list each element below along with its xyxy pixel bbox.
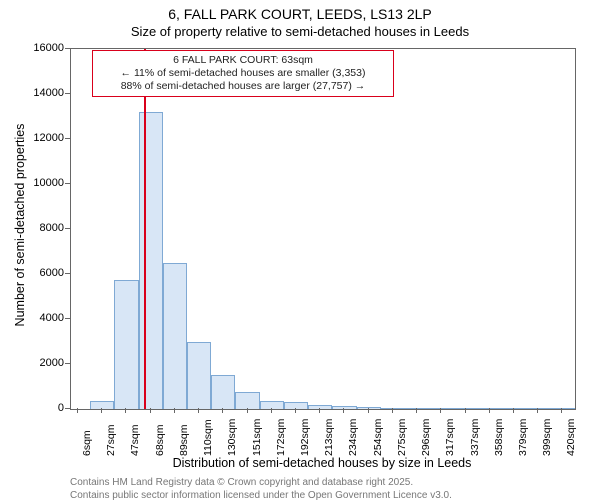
x-tick-mark xyxy=(440,408,441,413)
histogram-bar xyxy=(526,408,550,409)
x-tick-mark xyxy=(295,408,296,413)
x-tick-mark xyxy=(537,408,538,413)
y-tick-mark xyxy=(65,138,70,139)
x-tick-label: 110sqm xyxy=(202,419,214,456)
x-tick-mark xyxy=(392,408,393,413)
x-tick-mark xyxy=(319,408,320,413)
x-tick-label: 254sqm xyxy=(372,419,384,456)
x-tick-mark xyxy=(247,408,248,413)
y-tick-mark xyxy=(65,408,70,409)
x-tick-mark xyxy=(125,408,126,413)
x-axis-label: Distribution of semi-detached houses by … xyxy=(70,456,574,470)
x-tick-label: 68sqm xyxy=(154,424,166,456)
x-tick-label: 213sqm xyxy=(323,419,335,456)
y-tick-mark xyxy=(65,318,70,319)
annotation-line: 6 FALL PARK COURT: 63sqm xyxy=(99,54,387,67)
histogram-bar xyxy=(308,405,332,409)
annotation-line: 88% of semi-detached houses are larger (… xyxy=(99,80,387,93)
x-tick-label: 234sqm xyxy=(347,419,359,456)
y-tick-label: 6000 xyxy=(14,267,64,279)
histogram-bar xyxy=(211,375,235,409)
y-tick-mark xyxy=(65,273,70,274)
footer-line1: Contains HM Land Registry data © Crown c… xyxy=(70,476,452,489)
x-tick-mark xyxy=(271,408,272,413)
x-tick-label: 151sqm xyxy=(251,419,263,456)
footer-attribution: Contains HM Land Registry data © Crown c… xyxy=(70,476,452,502)
x-tick-label: 358sqm xyxy=(493,419,505,456)
footer-line2: Contains public sector information licen… xyxy=(70,489,452,502)
histogram-bar xyxy=(381,408,405,409)
histogram-bar xyxy=(405,408,429,409)
histogram-bar xyxy=(332,406,356,409)
x-tick-label: 47sqm xyxy=(129,424,141,456)
histogram-bar xyxy=(163,263,187,409)
y-tick-label: 16000 xyxy=(14,42,64,54)
y-tick-label: 14000 xyxy=(14,87,64,99)
x-tick-label: 420sqm xyxy=(565,419,577,456)
y-tick-mark xyxy=(65,363,70,364)
x-tick-mark xyxy=(343,408,344,413)
x-tick-mark xyxy=(368,408,369,413)
x-tick-mark xyxy=(101,408,102,413)
x-tick-mark xyxy=(174,408,175,413)
y-tick-mark xyxy=(65,228,70,229)
x-tick-label: 275sqm xyxy=(396,419,408,456)
x-tick-mark xyxy=(561,408,562,413)
x-tick-mark xyxy=(150,408,151,413)
chart-title-line2: Size of property relative to semi-detach… xyxy=(0,24,600,39)
x-tick-label: 399sqm xyxy=(541,419,553,456)
x-tick-mark xyxy=(77,408,78,413)
y-tick-mark xyxy=(65,183,70,184)
histogram-bar xyxy=(429,408,453,409)
x-tick-label: 379sqm xyxy=(517,419,529,456)
histogram-bar xyxy=(357,407,381,409)
x-tick-label: 89sqm xyxy=(178,424,190,456)
x-tick-label: 317sqm xyxy=(444,419,456,456)
y-tick-mark xyxy=(65,93,70,94)
x-tick-label: 192sqm xyxy=(299,419,311,456)
histogram-bar xyxy=(235,392,259,409)
histogram-bar xyxy=(453,408,477,409)
x-tick-mark xyxy=(489,408,490,413)
histogram-bar xyxy=(139,112,163,409)
histogram-bar xyxy=(114,280,138,409)
chart-container: 6, FALL PARK COURT, LEEDS, LS13 2LP Size… xyxy=(0,0,600,500)
histogram-bar xyxy=(260,401,284,409)
plot-area xyxy=(70,48,576,410)
annotation-box: 6 FALL PARK COURT: 63sqm← 11% of semi-de… xyxy=(92,50,394,97)
y-tick-label: 0 xyxy=(14,402,64,414)
y-tick-label: 10000 xyxy=(14,177,64,189)
y-tick-mark xyxy=(65,48,70,49)
x-tick-label: 296sqm xyxy=(420,419,432,456)
y-tick-label: 12000 xyxy=(14,132,64,144)
y-tick-label: 8000 xyxy=(14,222,64,234)
x-tick-label: 27sqm xyxy=(105,424,117,456)
histogram-bar xyxy=(478,408,502,409)
histogram-bar xyxy=(550,408,574,409)
histogram-bar xyxy=(502,408,526,409)
histogram-bar xyxy=(187,342,211,410)
annotation-line: ← 11% of semi-detached houses are smalle… xyxy=(99,67,387,80)
x-tick-mark xyxy=(222,408,223,413)
x-tick-label: 130sqm xyxy=(226,419,238,456)
x-tick-mark xyxy=(513,408,514,413)
x-tick-label: 172sqm xyxy=(275,419,287,456)
x-tick-label: 6sqm xyxy=(81,430,93,456)
x-tick-mark xyxy=(198,408,199,413)
x-tick-label: 337sqm xyxy=(469,419,481,456)
y-tick-label: 2000 xyxy=(14,357,64,369)
chart-title-line1: 6, FALL PARK COURT, LEEDS, LS13 2LP xyxy=(0,6,600,22)
y-tick-label: 4000 xyxy=(14,312,64,324)
x-tick-mark xyxy=(465,408,466,413)
property-marker-line xyxy=(144,49,146,409)
x-tick-mark xyxy=(416,408,417,413)
